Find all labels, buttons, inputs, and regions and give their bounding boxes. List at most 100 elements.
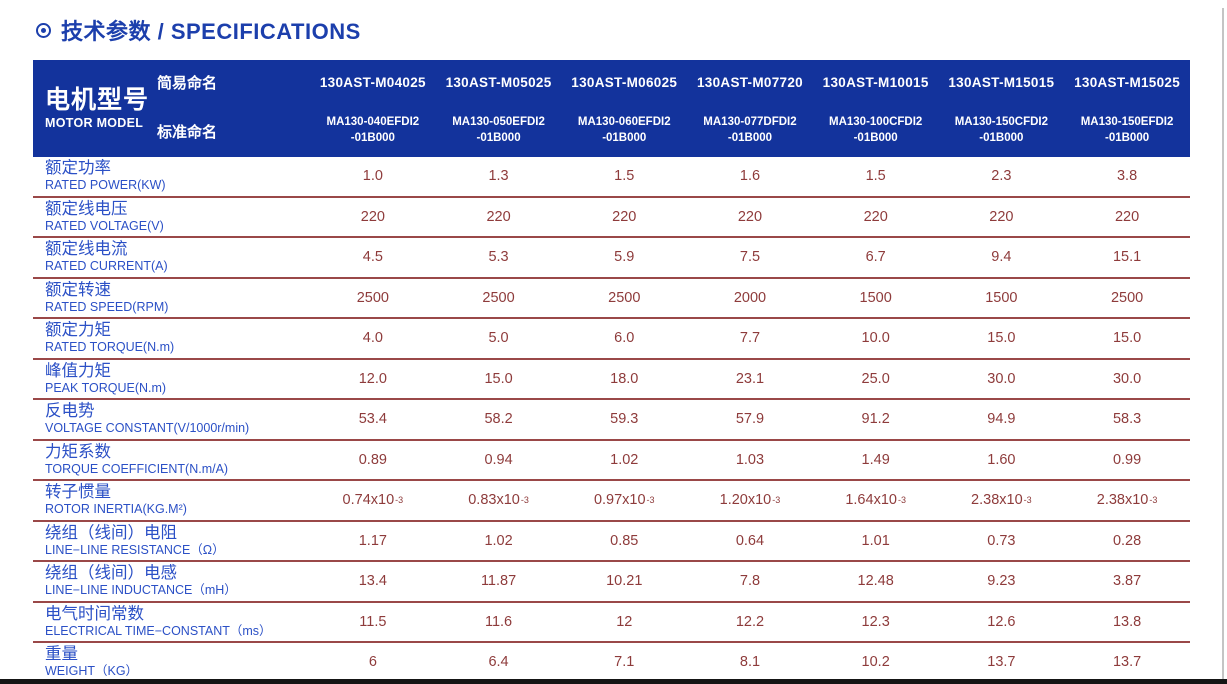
value-cell: 2500: [1110, 289, 1144, 306]
value-cell: 10.2: [861, 654, 890, 671]
value-cell: 3.87: [1112, 573, 1142, 590]
value-cell: 13.7: [987, 654, 1016, 671]
model-column-header: 130AST-M06025 MA130-060EFDI2 -01B000: [561, 60, 687, 157]
value-cell: 15.1: [1112, 249, 1142, 266]
value-cell: 1.60: [987, 451, 1016, 468]
standard-model-name: MA130-060EFDI2 -01B000: [561, 105, 687, 157]
row-label-cell: 额定功率 RATED POWER(KW): [33, 157, 310, 196]
value-cell: 1.5: [865, 168, 886, 185]
value-cell: 1500: [859, 289, 892, 306]
table-body: 额定功率 RATED POWER(KW) 1.0 1.3 1.5 1.6 1.5 2.3 3.8…: [33, 157, 1190, 684]
row-values: 2500 2500 2500 2000 1500 1500 2500: [310, 279, 1190, 318]
row-label-en: RATED POWER(KW): [45, 178, 166, 193]
value-cell: 5.3: [488, 249, 509, 266]
standard-model-name: MA130-150CFDI2 -01B000: [939, 105, 1065, 157]
page-title-text: 技术参数 / SPECIFICATIONS: [61, 19, 361, 44]
value-cell: 1.6: [739, 168, 761, 185]
value-cell: 25.0: [861, 370, 890, 387]
row-values: 53.4 58.2 59.3 57.9 91.2 94.9 58.3: [310, 400, 1190, 439]
value-cell: 23.1: [735, 370, 765, 387]
value-cell: 6.7: [865, 249, 886, 266]
value-cell: 1.5: [614, 168, 635, 185]
row-label-zh: 额定转速: [45, 280, 111, 299]
value-cell: 15.0: [1112, 330, 1142, 347]
bullet-circle-icon: [36, 22, 51, 38]
table-header: 电机型号 MOTOR MODEL 简易命名 标准命名 130AST-M04025…: [33, 60, 1190, 157]
row-label-en: RATED SPEED(RPM): [45, 299, 169, 314]
value-cell: 12.2: [735, 613, 765, 630]
value-cell: 2000: [733, 289, 767, 306]
value-cell: 0.85: [610, 532, 639, 549]
row-values: 1.0 1.3 1.5 1.6 1.5 2.3 3.8: [310, 157, 1190, 196]
standard-model-name-line1: MA130-040EFDI2: [326, 116, 420, 129]
value-cell: 6.0: [614, 330, 635, 347]
value-cell: 30.0: [1112, 370, 1142, 387]
value-cell: 7.8: [739, 573, 761, 590]
table-row: 额定线电流 RATED CURRENT(A) 4.5 5.3 5.9 7.5 6.7 9.4 1…: [33, 238, 1190, 279]
simple-model-name: 130AST-M05025: [445, 75, 552, 90]
simple-model-name: 130AST-M10015: [822, 75, 929, 90]
row-values: 1.17 1.02 0.85 0.64 1.01 0.73 0.28: [310, 522, 1190, 561]
value-cell: 5.0: [488, 330, 509, 347]
value-cell: 1.49: [861, 451, 890, 468]
model-column-header: 130AST-M07720 MA130-077DFDI2 -01B000: [687, 60, 813, 157]
table-row: 绕组（线间）电感 LINE−LINE INDUCTANCE（mH） 13.4 11.8…: [33, 562, 1190, 603]
value-cell: 1.20x10 -3: [719, 492, 781, 509]
row-label-cell: 额定转速 RATED SPEED(RPM): [33, 279, 310, 318]
table-row: 转子惯量 ROTOR INERTIA(KG.M²) 0.74x10 -3 0.83x10…: [33, 481, 1190, 522]
value-cell: 13.7: [1112, 654, 1142, 671]
motor-model-label-zh: 电机型号: [45, 86, 150, 115]
value-cell: 220: [989, 208, 1014, 225]
model-column-header: 130AST-M05025 MA130-050EFDI2 -01B000: [436, 60, 562, 157]
value-cell: 57.9: [735, 411, 765, 428]
row-label-cell: 额定线电压 RATED VOLTAGE(V): [33, 198, 310, 237]
row-label-en: LINE−LINE RESISTANCE（Ω）: [45, 542, 225, 557]
value-cell: 2.38x10 -3: [971, 492, 1032, 509]
value-cell: 1.01: [861, 532, 890, 549]
value-cell: 12.6: [987, 613, 1016, 630]
row-label-cell: 额定力矩 RATED TORQUE(N.m): [33, 319, 310, 358]
row-label-cell: 绕组（线间）电阻 LINE−LINE RESISTANCE（Ω）: [33, 522, 310, 561]
value-cell: 220: [863, 208, 888, 225]
value-cell: 7.1: [614, 654, 635, 671]
model-column-header: 130AST-M15025 MA130-150EFDI2 -01B000: [1064, 60, 1190, 157]
value-cell: 0.83x10 -3: [468, 492, 529, 509]
value-cell: 2500: [482, 289, 515, 306]
value-cell: 2500: [356, 289, 389, 306]
value-cell: 5.9: [614, 249, 635, 266]
row-values: 4.5 5.3 5.9 7.5 6.7 9.4 15.1: [310, 238, 1190, 277]
value-cell: 2500: [608, 289, 641, 306]
motor-model-header-cell: 电机型号 MOTOR MODEL: [33, 60, 157, 157]
value-cell: 0.99: [1112, 451, 1142, 468]
value-cell: 13.4: [358, 573, 387, 590]
row-label-en: RATED TORQUE(N.m): [45, 340, 175, 355]
page-right-border: [1222, 8, 1224, 684]
row-label-zh: 峰值力矩: [45, 361, 111, 380]
value-cell: 220: [360, 208, 385, 225]
row-label-en: TORQUE COEFFICIENT(N.m/A): [45, 461, 229, 476]
model-column-header: 130AST-M10015 MA130-100CFDI2 -01B000: [813, 60, 939, 157]
value-cell: 58.2: [484, 411, 513, 428]
value-cell: 10.0: [861, 330, 890, 347]
row-label-cell: 额定线电流 RATED CURRENT(A): [33, 238, 310, 277]
value-cell: 0.74x10 -3: [342, 492, 404, 509]
naming-labels-cell: 简易命名 标准命名: [157, 60, 310, 157]
row-label-zh: 绕组（线间）电感: [45, 564, 177, 583]
simple-model-name: 130AST-M06025: [571, 75, 678, 90]
table-row: 力矩系数 TORQUE COEFFICIENT(N.m/A) 0.89 0.94 1.0…: [33, 441, 1190, 481]
row-label-en: VOLTAGE CONSTANT(V/1000r/min): [45, 421, 250, 436]
row-values: 220 220 220 220 220 220 220: [310, 198, 1190, 237]
value-cell: 15.0: [987, 330, 1016, 347]
value-cell: 0.64: [735, 532, 765, 549]
row-values: 6 6.4 7.1 8.1 10.2 13.7 13.7: [310, 643, 1190, 682]
simple-model-name: 130AST-M04025: [319, 75, 426, 90]
value-cell: 18.0: [610, 370, 639, 387]
standard-model-name: MA130-040EFDI2 -01B000: [310, 105, 436, 157]
value-cell: 1500: [985, 289, 1018, 306]
row-label-cell: 反电势 VOLTAGE CONSTANT(V/1000r/min): [33, 400, 310, 439]
row-label-en: PEAK TORQUE(N.m): [45, 380, 167, 395]
value-cell: 30.0: [987, 370, 1016, 387]
specifications-table: 电机型号 MOTOR MODEL 简易命名 标准命名 130AST-M04025…: [33, 60, 1190, 684]
standard-model-name-line2: -01B000: [602, 132, 647, 144]
value-cell: 9.23: [987, 573, 1016, 590]
